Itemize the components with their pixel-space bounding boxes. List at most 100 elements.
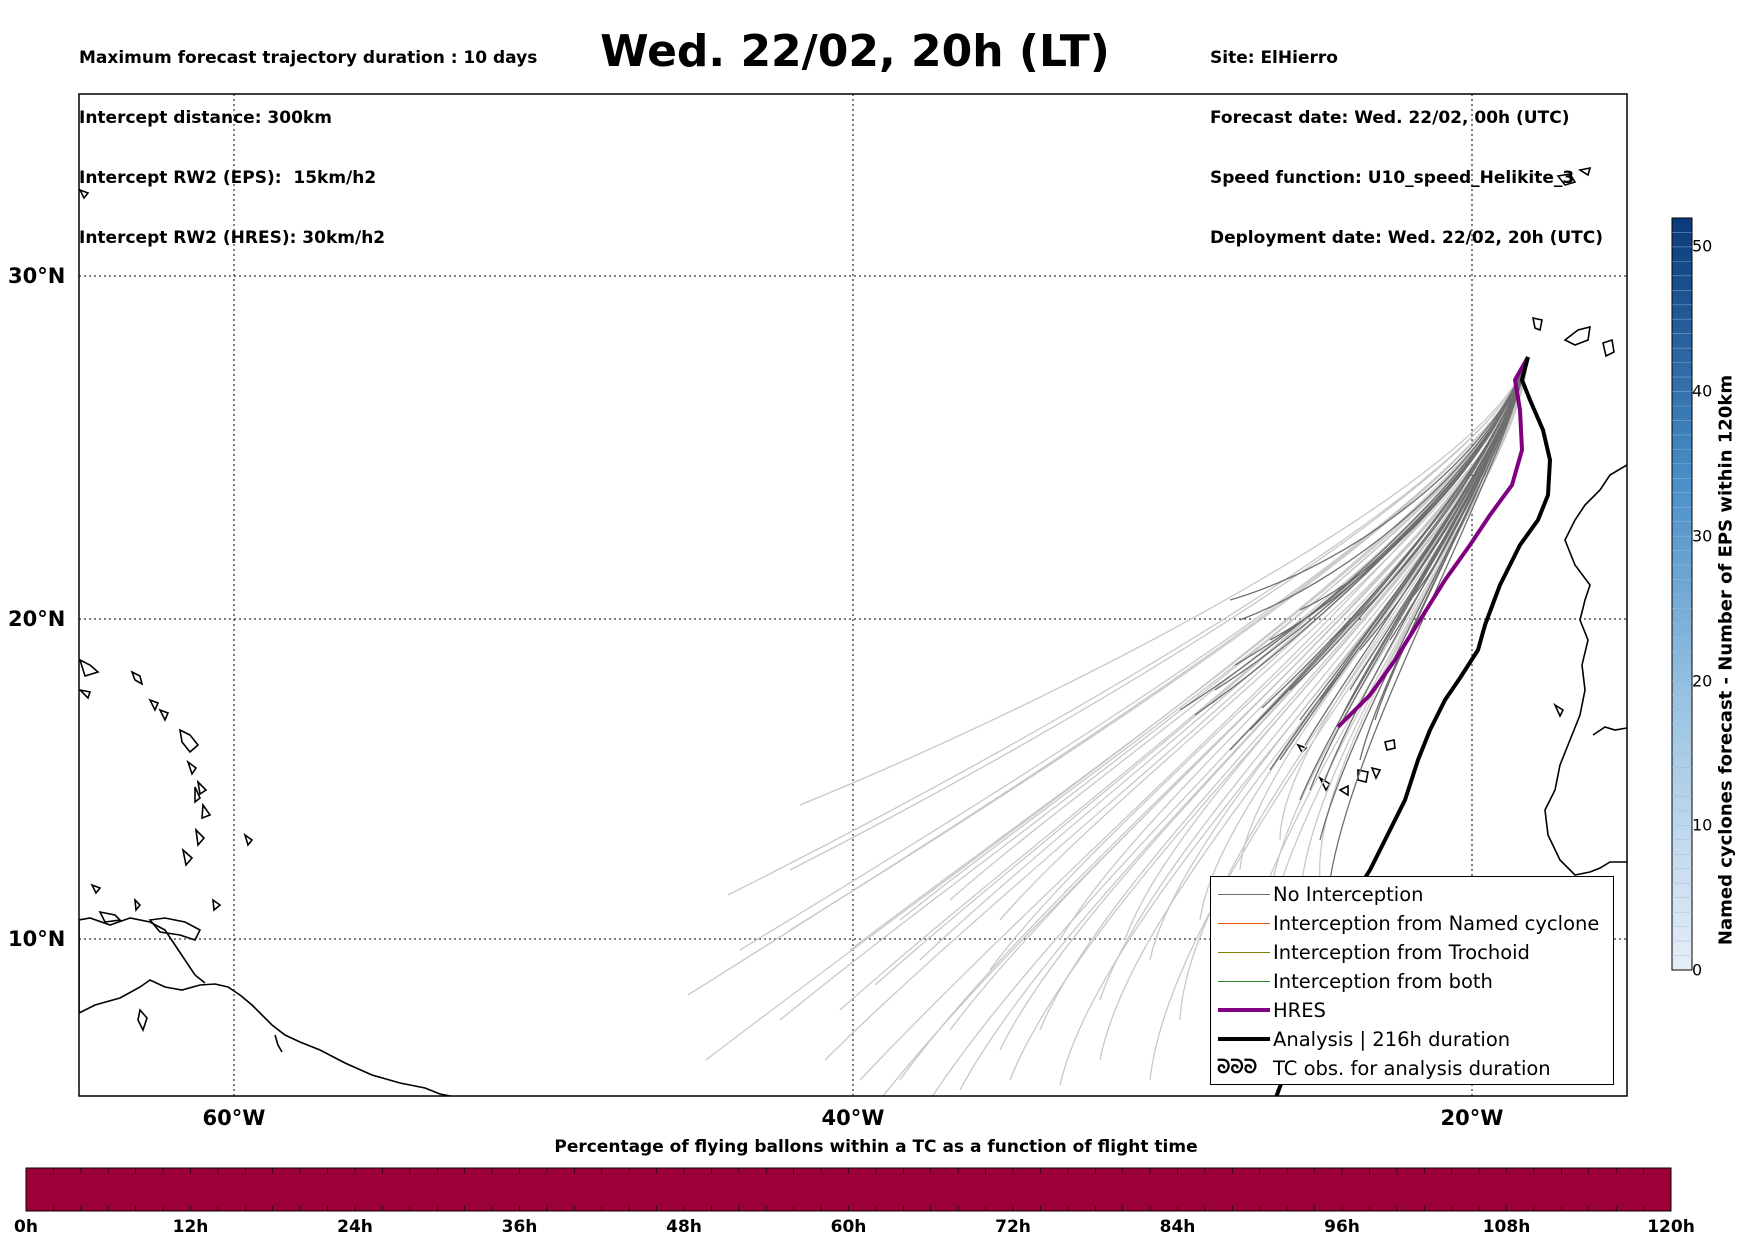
ensemble-trajectory [789, 356, 1528, 931]
coastline-segment [79, 917, 206, 1013]
legend-swatch [1218, 1037, 1270, 1041]
coastline-segment [79, 688, 92, 700]
colorbar-tick: 50 [1692, 236, 1713, 256]
percentage-bar-tick-label: 96h [1324, 1217, 1360, 1237]
legend-item-trochoid: Interception from Trochoid [1211, 939, 1613, 968]
lon-label-60w: 60°W [202, 1106, 266, 1130]
colorbar-tick: 20 [1692, 671, 1713, 691]
ensemble-trajectories-no-interception [1179, 356, 1528, 881]
legend-item-both: Interception from both [1211, 968, 1613, 997]
coastline-segment [79, 188, 90, 200]
percentage-bar [25, 1167, 1672, 1212]
lat-label-20: 20°N [8, 607, 66, 631]
ensemble-trajectory [1267, 356, 1528, 941]
legend-label: Interception from Trochoid [1273, 941, 1530, 964]
header-left-line: Intercept RW2 (HRES): 30km/h2 [79, 228, 386, 248]
coastline-segment [79, 658, 100, 677]
map-title: Wed. 22/02, 20h (LT) [600, 26, 1110, 77]
percentage-bar-tick-label: 24h [337, 1217, 373, 1237]
legend-swatch [1218, 1008, 1270, 1012]
percentage-bar-tick-label: 36h [501, 1217, 538, 1237]
legend-swatch [1218, 981, 1270, 982]
hres-trajectory [1336, 356, 1530, 729]
coastline-segment [1544, 464, 1627, 876]
header-left-info: Maximum forecast trajectory duration : 1… [79, 8, 537, 268]
ensemble-trajectory [1409, 356, 1528, 601]
header-left-line: Intercept distance: 300km [79, 108, 332, 128]
tc-obs-symbol-icon: ᘐᘐᘐ [1217, 1056, 1258, 1078]
colorbar-tick: 10 [1692, 815, 1713, 835]
percentage-bar-ticks [25, 1168, 1672, 1211]
coastline-segment [181, 847, 194, 867]
legend-label: TC obs. for analysis duration [1273, 1057, 1551, 1080]
ensemble-trajectory [1229, 356, 1528, 601]
coastline-segment [1370, 766, 1382, 780]
coastline-segment [1563, 325, 1591, 346]
coastline-segment [1602, 338, 1615, 358]
lon-label-20w: 20°W [1440, 1106, 1504, 1130]
legend-item-analysis: Analysis | 216h duration [1211, 1026, 1613, 1055]
legend-item-no-interception: No Interception [1211, 881, 1613, 910]
coastline-segment [137, 1008, 148, 1033]
coastline-segment [1577, 166, 1592, 177]
ensemble-trajectory [1179, 356, 1528, 1021]
ensemble-trajectory [799, 356, 1528, 806]
coastline-segment [79, 979, 455, 1096]
header-left-line: Intercept RW2 (EPS): 15km/h2 [79, 168, 377, 188]
coastline-segment [98, 910, 122, 923]
coastline-segment [1384, 739, 1396, 751]
legend-swatch [1218, 923, 1270, 924]
coastline-segment [90, 883, 102, 895]
legend-item-named-cyclone: Interception from Named cyclone [1211, 910, 1613, 939]
legend-label: Analysis | 216h duration [1273, 1028, 1511, 1051]
coastline-segment [186, 759, 198, 776]
ensemble-trajectory [899, 356, 1528, 921]
legend-label: Interception from Named cyclone [1273, 912, 1600, 935]
header-right-info: Site: ElHierro Forecast date: Wed. 22/02… [1210, 8, 1603, 268]
colorbar-tick: 0 [1692, 960, 1703, 980]
coastlines [79, 166, 1627, 1096]
coastline-segment [274, 1034, 283, 1053]
coastline-segment [201, 802, 212, 820]
coastline-segment [148, 698, 160, 712]
ensemble-trajectory [949, 356, 1528, 901]
coastline-segment [194, 827, 206, 847]
coastline-segment [196, 779, 208, 796]
coastline-segment [1318, 775, 1332, 792]
coastline-segment [212, 898, 222, 912]
coastline-segment [178, 728, 200, 754]
coastline-segment [158, 708, 170, 722]
ensemble-trajectory [1329, 356, 1528, 641]
coastline-segment [148, 917, 202, 941]
coastline-segment [130, 670, 144, 686]
ensemble-trajectory [1279, 356, 1528, 841]
header-right-line: Speed function: U10_speed_Helikite_3 [1210, 168, 1575, 188]
coastline-segment [1556, 173, 1577, 186]
lat-label-10: 10°N [8, 927, 66, 951]
legend: No Interception Interception from Named … [1210, 876, 1614, 1085]
header-left-line: Maximum forecast trajectory duration : 1… [79, 48, 538, 68]
ensemble-trajectory [789, 356, 1528, 871]
colorbar-label: Named cyclones forecast - Number of EPS … [1715, 374, 1737, 946]
coastline-segment [1592, 726, 1627, 736]
lon-label-40w: 40°W [821, 1106, 885, 1130]
legend-swatch [1218, 952, 1270, 953]
map-frame [78, 93, 1628, 1097]
percentage-bar-tick-label: 60h [830, 1217, 867, 1237]
ensemble-trajectory [1059, 356, 1528, 941]
percentage-bar-tick-label: 0h [14, 1217, 38, 1237]
coastline-segment [194, 786, 201, 804]
coastline-segment [1531, 316, 1543, 332]
header-right-line: Deployment date: Wed. 22/02, 20h (UTC) [1210, 228, 1604, 248]
percentage-bar-title: Percentage of flying ballons within a TC… [554, 1137, 1198, 1157]
percentage-bar-tick-label: 108h [1482, 1217, 1531, 1237]
legend-label: HRES [1273, 999, 1326, 1022]
percentage-bar-tick-label: 12h [172, 1217, 209, 1237]
coastline-segment [1553, 702, 1565, 718]
ensemble-trajectory [849, 356, 1528, 951]
coastline-segment [133, 897, 142, 913]
colorbar-tick: 30 [1692, 526, 1713, 546]
legend-item-tc-obs: ᘐᘐᘐ TC obs. for analysis duration [1211, 1055, 1613, 1084]
header-right-line: Forecast date: Wed. 22/02, 00h (UTC) [1210, 108, 1570, 128]
